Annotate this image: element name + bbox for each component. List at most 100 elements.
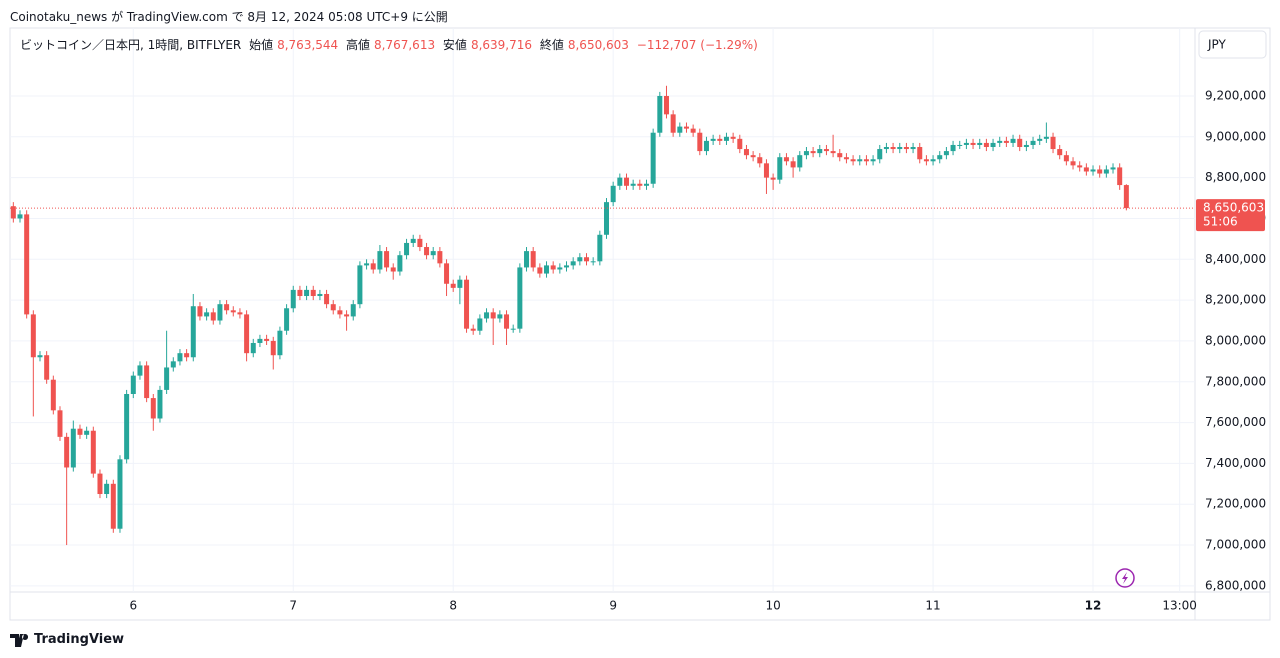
candle-body <box>477 318 483 331</box>
candle-body <box>110 483 116 529</box>
candle-body <box>204 312 210 317</box>
low-value: 8,639,716 <box>470 38 533 52</box>
low-name: 安値 <box>442 38 467 52</box>
candle-body <box>164 367 170 390</box>
candle-body <box>30 314 36 358</box>
candle-body <box>763 163 769 178</box>
candle-body <box>877 149 883 160</box>
x-tick-label: 7 <box>289 599 297 613</box>
x-tick-label: 9 <box>609 599 617 613</box>
candle-body <box>217 304 223 321</box>
candle-body <box>963 142 969 145</box>
y-tick-label: 9,000,000 <box>1205 129 1266 143</box>
candle-body <box>870 159 876 162</box>
candle-body <box>437 251 443 264</box>
candle-body <box>424 247 430 256</box>
candle-body <box>430 251 436 256</box>
y-tick-label: 7,600,000 <box>1205 415 1266 429</box>
candle-body <box>564 265 570 268</box>
candle-body <box>37 355 43 358</box>
candle-body <box>157 389 163 419</box>
candle-body <box>697 132 703 152</box>
candle-body <box>64 436 70 468</box>
candle-body <box>264 338 270 341</box>
candle-body <box>757 157 763 164</box>
candle-body <box>244 314 250 354</box>
candle-body <box>444 263 450 284</box>
candle-body <box>270 340 276 356</box>
candle-body <box>90 430 96 474</box>
candle-body <box>550 265 556 270</box>
candle-body <box>457 279 463 288</box>
candle-body <box>897 147 903 150</box>
candle-body <box>384 251 390 268</box>
candle-body <box>730 136 736 139</box>
candle-body <box>597 234 603 262</box>
candle-body <box>857 159 863 162</box>
candle-body <box>1083 167 1089 172</box>
candle-body <box>397 255 403 272</box>
candle-body <box>830 151 836 154</box>
candle-body <box>77 428 83 435</box>
publish-info: Coinotaku_news が TradingView.com で 8月 12… <box>10 10 448 24</box>
candle-body <box>797 155 803 168</box>
candle-body <box>677 126 683 133</box>
candle-body <box>230 310 236 313</box>
high-name: 高値 <box>346 38 371 52</box>
candle-body <box>810 151 816 154</box>
candle-body <box>717 138 723 141</box>
candle-body <box>357 265 363 305</box>
candle-body <box>470 328 476 331</box>
open-name: 始値 <box>249 38 274 52</box>
candle-body <box>350 304 356 317</box>
x-tick-label: 11 <box>925 599 940 613</box>
candle-body <box>997 140 1003 143</box>
plot-frame <box>9 27 1271 621</box>
candle-body <box>584 257 590 262</box>
candle-body <box>770 177 776 180</box>
candle-body <box>410 238 416 243</box>
candle-body <box>510 328 516 330</box>
candle-body <box>990 142 996 148</box>
candle-body <box>257 338 263 343</box>
change: −112,707 (−1.29%) <box>636 38 758 52</box>
candle-body <box>650 132 656 184</box>
candle-body <box>890 147 896 150</box>
candle-body <box>943 151 949 156</box>
candle-body <box>370 263 376 270</box>
candle-body <box>104 483 110 495</box>
candle-body <box>1070 161 1076 166</box>
candle-body <box>670 114 676 133</box>
y-tick-label: 8,400,000 <box>1205 252 1266 266</box>
candle-body <box>850 159 856 162</box>
candle-body <box>603 202 609 235</box>
y-tick-label: 8,000,000 <box>1205 333 1266 347</box>
candle-body <box>170 361 176 368</box>
candle-body <box>364 263 370 266</box>
candle-body <box>70 428 76 468</box>
symbol: ビットコイン／日本円, 1時間, BITFLYER <box>20 38 242 52</box>
candle-body <box>1097 169 1103 174</box>
countdown: 51:06 <box>1203 215 1238 229</box>
candle-body <box>690 128 696 133</box>
candle-body <box>330 304 336 311</box>
candle-body <box>970 142 976 145</box>
candle-body <box>783 157 789 162</box>
candle-body <box>404 242 410 256</box>
y-tick-label: 8,800,000 <box>1205 170 1266 184</box>
candle-body <box>490 312 496 319</box>
candle-body <box>703 140 709 152</box>
candle-body <box>1050 136 1056 150</box>
candle-body <box>823 149 829 152</box>
candle-body <box>497 314 503 319</box>
candle-body <box>524 251 530 268</box>
candle-body <box>544 265 550 274</box>
candle-body <box>630 183 636 186</box>
candle-body <box>623 177 629 186</box>
candle-body <box>1090 169 1096 172</box>
candle-body <box>97 473 103 495</box>
candle-body <box>643 183 649 186</box>
candle-body <box>837 153 843 158</box>
candle-body <box>310 289 316 297</box>
icon <box>1115 568 1135 588</box>
